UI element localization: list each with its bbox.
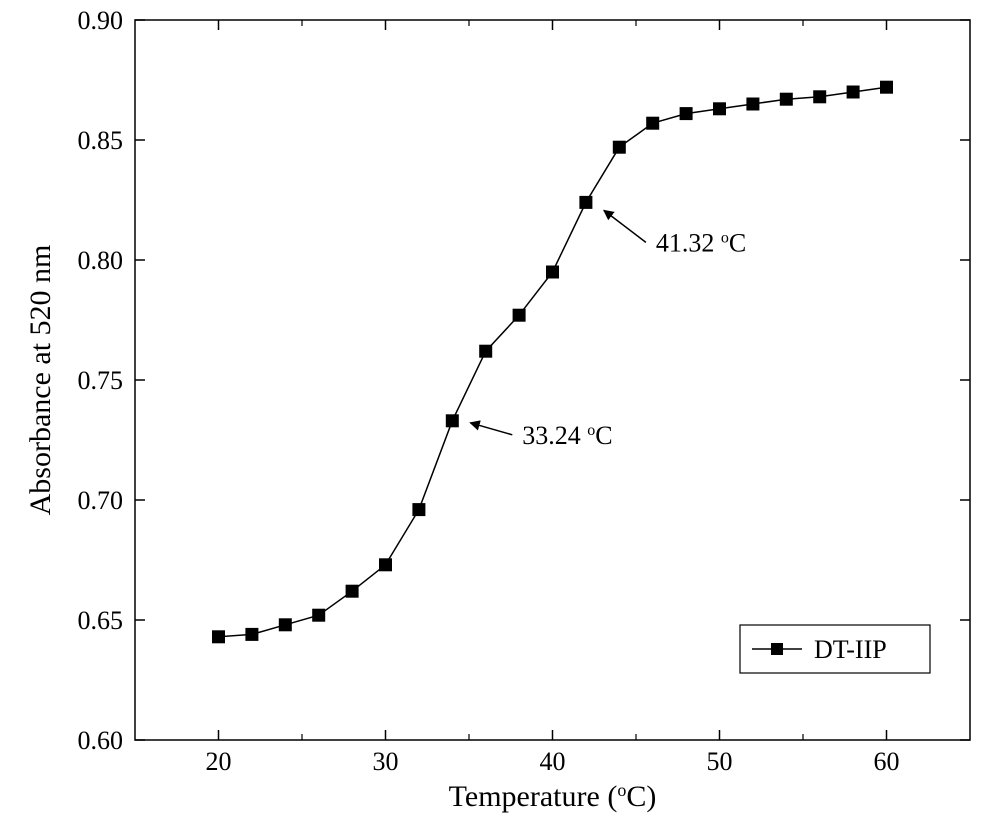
annotation-arrow <box>470 423 512 435</box>
svg-text:0.65: 0.65 <box>78 606 124 635</box>
annotation-arrow <box>604 210 646 242</box>
absorbance-chart: 20 30 40 50 60 0.60 0.65 0.70 0.75 0.80 0.85 0.90 Te… <box>0 0 1000 818</box>
svg-text:0.80: 0.80 <box>78 246 124 275</box>
data-marker <box>847 86 859 98</box>
svg-text:0.75: 0.75 <box>78 366 124 395</box>
data-marker <box>446 415 458 427</box>
data-marker <box>714 103 726 115</box>
data-marker <box>613 141 625 153</box>
svg-text:0.70: 0.70 <box>78 486 124 515</box>
svg-text:0.60: 0.60 <box>78 726 124 755</box>
legend-marker <box>771 643 783 655</box>
data-marker <box>747 98 759 110</box>
svg-text:0.85: 0.85 <box>78 126 124 155</box>
svg-text:0.90: 0.90 <box>78 6 124 35</box>
data-marker <box>814 91 826 103</box>
data-marker <box>881 81 893 93</box>
series-line <box>219 87 887 637</box>
data-marker <box>246 628 258 640</box>
svg-text:50: 50 <box>707 747 733 776</box>
svg-text:20: 20 <box>206 747 232 776</box>
data-marker <box>213 631 225 643</box>
data-marker <box>413 504 425 516</box>
data-marker <box>680 108 692 120</box>
svg-text:60: 60 <box>874 747 900 776</box>
data-marker <box>346 585 358 597</box>
svg-text:30: 30 <box>373 747 399 776</box>
annotation-label: 33.24 oC <box>522 421 612 450</box>
data-marker <box>580 196 592 208</box>
data-marker <box>279 619 291 631</box>
y-axis-title: Absorbance at 520 nm <box>24 245 57 516</box>
data-marker <box>480 345 492 357</box>
data-marker <box>513 309 525 321</box>
svg-text:40: 40 <box>540 747 566 776</box>
x-axis-title: Temperature (oC) <box>449 780 657 813</box>
data-marker <box>780 93 792 105</box>
data-marker <box>647 117 659 129</box>
annotation-label: 41.32 oC <box>656 228 746 257</box>
data-marker <box>380 559 392 571</box>
legend-label: DT-IIP <box>814 635 887 664</box>
data-marker <box>547 266 559 278</box>
data-marker <box>313 609 325 621</box>
